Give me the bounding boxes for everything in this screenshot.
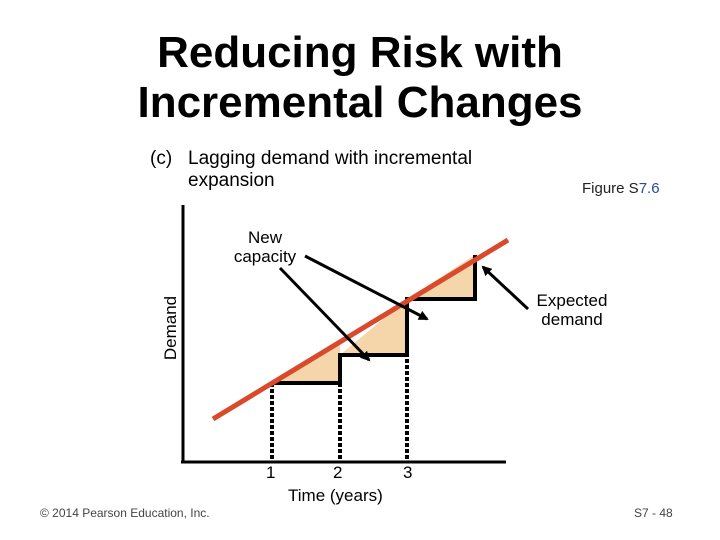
- slide-title: Reducing Risk with Incremental Changes: [0, 28, 720, 128]
- new-capacity-arrow-2: [278, 266, 371, 362]
- new-capacity-label: New capacity: [233, 228, 297, 266]
- title-line-2: Incremental Changes: [137, 78, 583, 127]
- new-capacity-arrow-1: [304, 254, 429, 321]
- subtitle-line-2: expansion: [188, 170, 275, 191]
- figure-ref-number: 7.6: [638, 180, 660, 197]
- title-line-1: Reducing Risk with: [157, 28, 563, 77]
- x-tick-2: 2: [333, 463, 343, 482]
- expected-demand-arrow: [481, 265, 530, 311]
- figure-reference: Figure S7.6: [582, 180, 660, 197]
- expected-demand-label: Expected demand: [536, 291, 608, 329]
- expected-demand-line: [211, 237, 510, 422]
- x-tick-3: 3: [403, 463, 413, 482]
- copyright-notice: © 2014 Pearson Education, Inc.: [40, 506, 210, 520]
- demand-axis-label: Demand: [161, 295, 180, 361]
- figure-ref-label: Figure S: [582, 180, 639, 197]
- x-axis-label: Time (years): [288, 486, 383, 505]
- shortfall-area-3: [407, 255, 475, 299]
- diagram-subtitle: (c) Lagging demand with incremental expa…: [150, 148, 472, 192]
- subtitle-line-1: Lagging demand with incremental: [188, 148, 473, 169]
- slide-number: S7 - 48: [634, 506, 673, 520]
- capacity-steps: [272, 255, 477, 385]
- subtitle-prefix: (c): [150, 148, 173, 169]
- x-tick-1: 1: [266, 463, 276, 482]
